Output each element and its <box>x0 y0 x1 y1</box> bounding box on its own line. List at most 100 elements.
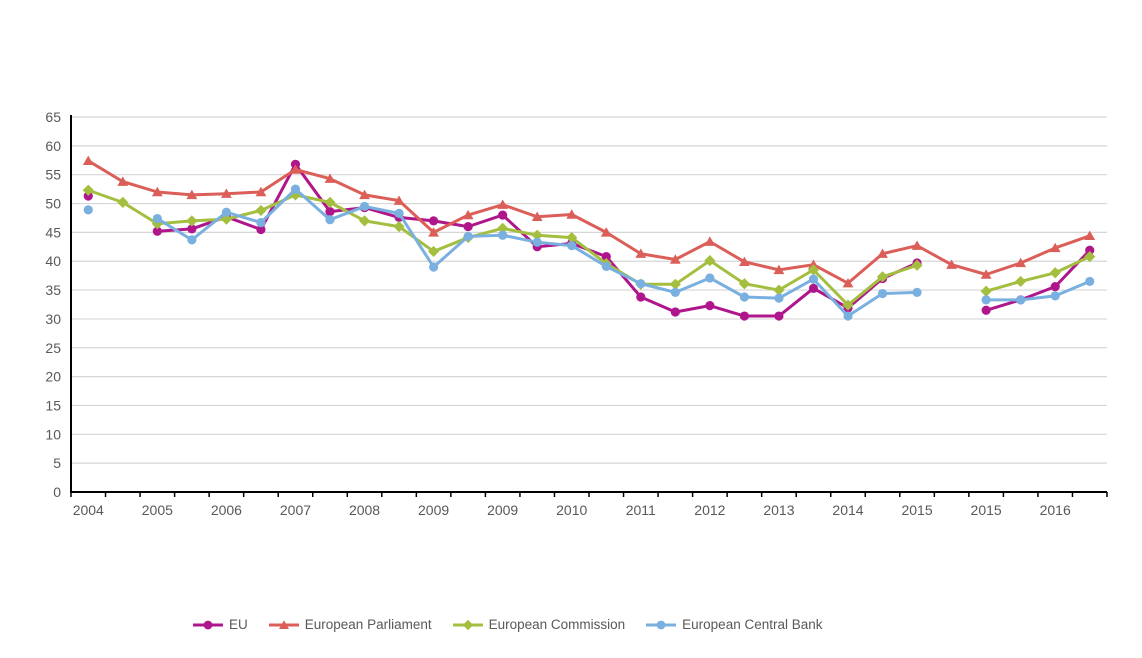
series-european-central-bank-point <box>394 208 404 218</box>
series-european-parliament-point <box>393 195 405 205</box>
series-european-central-bank-point <box>532 237 542 247</box>
series-european-parliament-point <box>946 259 957 269</box>
legend-item-eu[interactable]: EU <box>193 617 248 632</box>
series-european-commission-point <box>531 229 543 241</box>
x-axis-label: 2014 <box>832 502 863 518</box>
series-european-central-bank-point <box>774 293 784 303</box>
series-european-commission-point <box>669 278 681 290</box>
legend-item-european-parliament[interactable]: European Parliament <box>268 617 432 632</box>
series-european-parliament-line <box>86 159 1092 285</box>
series-eu-point <box>187 224 197 234</box>
series-european-central-bank-point <box>1016 295 1026 305</box>
x-axis-label: 2012 <box>694 502 725 518</box>
x-axis-label: 2015 <box>901 502 932 518</box>
series-european-parliament-point <box>324 173 336 183</box>
series-european-parliament-point <box>566 209 578 219</box>
series-european-parliament-point <box>773 264 785 275</box>
series-european-parliament-point <box>1084 230 1096 241</box>
series-european-commission-line <box>984 255 1092 293</box>
series-european-central-bank-point <box>567 241 577 251</box>
y-axis-label: 65 <box>45 109 61 125</box>
legend-label: EU <box>229 617 248 632</box>
series-european-central-bank-point <box>739 292 750 302</box>
series-european-commission-point <box>393 221 405 233</box>
series-eu-line <box>984 248 1092 312</box>
series-european-commission-point <box>324 196 336 208</box>
series-eu-point <box>670 307 680 317</box>
x-axis-label: 2010 <box>556 502 587 518</box>
series-european-commission-point <box>911 259 923 271</box>
series-european-parliament-point <box>428 227 439 237</box>
series-eu-point <box>739 311 750 321</box>
series-european-central-bank-point <box>670 287 680 297</box>
series-european-commission-point <box>117 196 129 208</box>
series-european-central-bank-point <box>83 205 93 215</box>
series-european-parliament-point <box>600 227 612 237</box>
series-european-commission-point <box>842 299 854 311</box>
series-eu-point <box>774 311 784 321</box>
legend-item-european-commission[interactable]: European Commission <box>452 617 625 632</box>
series-eu-point <box>1050 282 1060 292</box>
series-eu-point <box>152 226 162 236</box>
series-eu-point <box>808 283 819 293</box>
series-european-parliament-point <box>739 256 750 267</box>
series-european-central-bank-point <box>636 279 646 289</box>
legend-label: European Parliament <box>304 617 432 632</box>
series-european-parliament-point <box>1015 257 1027 268</box>
series-european-parliament-point <box>255 186 267 197</box>
series-european-commission-point <box>980 285 992 297</box>
series-european-central-bank-point <box>705 273 715 283</box>
series-eu-point <box>463 222 473 232</box>
series-european-commission-point <box>566 231 578 244</box>
series-european-central-bank-point <box>325 215 335 225</box>
series-eu-point <box>705 301 715 311</box>
series-european-commission-point <box>807 264 820 276</box>
series-european-central-bank-point <box>1085 276 1095 287</box>
series-european-central-bank-point <box>498 230 508 240</box>
legend-item-european-central-bank[interactable]: European Central Bank <box>646 617 823 632</box>
y-axis-label: 25 <box>45 340 61 356</box>
series-european-central-bank-line <box>984 279 1092 302</box>
series-european-commission-point <box>704 255 716 267</box>
series-european-parliament-point <box>497 199 509 209</box>
x-axis-label: 2013 <box>763 502 794 518</box>
series-european-central-bank-point <box>601 261 611 272</box>
series-european-central-bank-point <box>843 311 853 321</box>
series-european-parliament-point <box>704 236 716 246</box>
series-european-commission-point <box>358 215 371 227</box>
series-european-central-bank-point <box>463 231 473 242</box>
y-axis-label: 40 <box>45 253 61 269</box>
series-european-parliament-point <box>808 259 819 269</box>
series-european-commission-point <box>82 184 94 196</box>
x-axis-label: 2009 <box>487 502 518 518</box>
series-european-central-bank-point <box>912 287 922 297</box>
x-axis-label: 2005 <box>142 502 173 518</box>
y-axis-label: 35 <box>45 282 61 298</box>
x-axis-label: 2004 <box>73 502 104 518</box>
series-european-central-bank-point <box>256 217 266 228</box>
y-axis-label: 15 <box>45 397 61 413</box>
series-eu-point <box>256 224 266 235</box>
series-european-central-bank-point <box>290 184 301 194</box>
series-european-parliament-point <box>117 176 129 186</box>
legend-label: European Central Bank <box>682 617 823 632</box>
legend-swatch-circle-icon <box>646 620 677 629</box>
x-axis-label: 2009 <box>418 502 449 518</box>
x-axis-label: 2006 <box>211 502 242 518</box>
series-european-commission-point <box>1084 251 1096 263</box>
series-european-central-bank-point <box>877 288 888 299</box>
y-axis-label: 30 <box>45 311 61 327</box>
series-eu-point <box>83 191 93 201</box>
series-european-parliament-point <box>82 155 94 166</box>
series-european-parliament-point <box>531 211 543 222</box>
series-european-central-bank-point <box>1050 291 1060 301</box>
series-european-parliament-point <box>669 254 681 264</box>
series-european-central-bank-point <box>981 295 991 305</box>
series-eu-point <box>498 210 508 220</box>
series-european-commission-point <box>876 271 889 283</box>
y-axis-label: 0 <box>53 484 61 500</box>
series-european-commission-point <box>428 245 440 258</box>
